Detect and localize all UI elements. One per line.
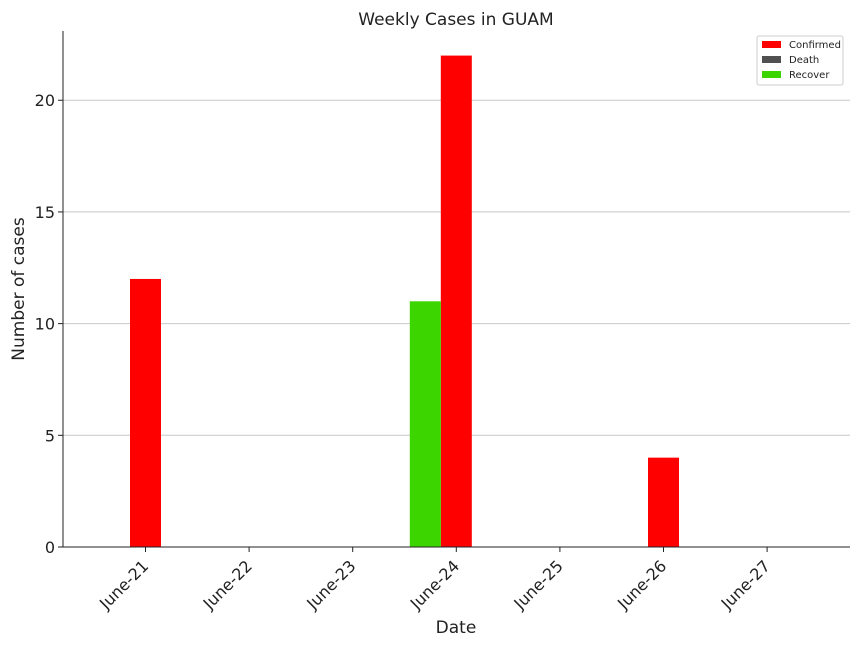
legend-label-confirmed: Confirmed [789,40,841,51]
bar-confirmed [648,457,679,547]
y-axis-label: Number of cases [9,217,29,361]
bar-confirmed [440,55,472,547]
x-tick-label: June-22 [199,556,256,613]
bar-confirmed [130,278,161,547]
legend-swatch-death [762,56,781,63]
legend: Confirmed Death Recover [756,35,844,86]
x-tick-label: June-21 [95,556,152,613]
y-tick-label: 5 [45,426,55,445]
x-tick-label: June-23 [302,556,359,613]
y-tick-label: 20 [35,91,55,110]
y-tick-label: 10 [35,315,55,334]
x-tick-label: June-24 [406,556,463,613]
x-tick-label: June-25 [509,556,566,613]
x-tick-label: June-27 [717,556,774,613]
y-tick-label: 0 [45,538,55,557]
x-axis-ticks: June-21 June-22 June-23 June-24 June-25 June-… [95,547,774,614]
legend-swatch-recover [762,71,781,78]
bar-recover [409,301,441,547]
legend-label-recover: Recover [789,70,830,81]
x-axis-label: Date [436,618,477,638]
y-axis-ticks: 0 5 10 15 20 [35,91,63,557]
legend-swatch-confirmed [762,41,781,48]
chart-title: Weekly Cases in GUAM [358,10,553,30]
bars [130,55,679,547]
y-tick-label: 15 [35,203,55,222]
legend-label-death: Death [789,55,819,66]
x-tick-label: June-26 [613,556,670,613]
